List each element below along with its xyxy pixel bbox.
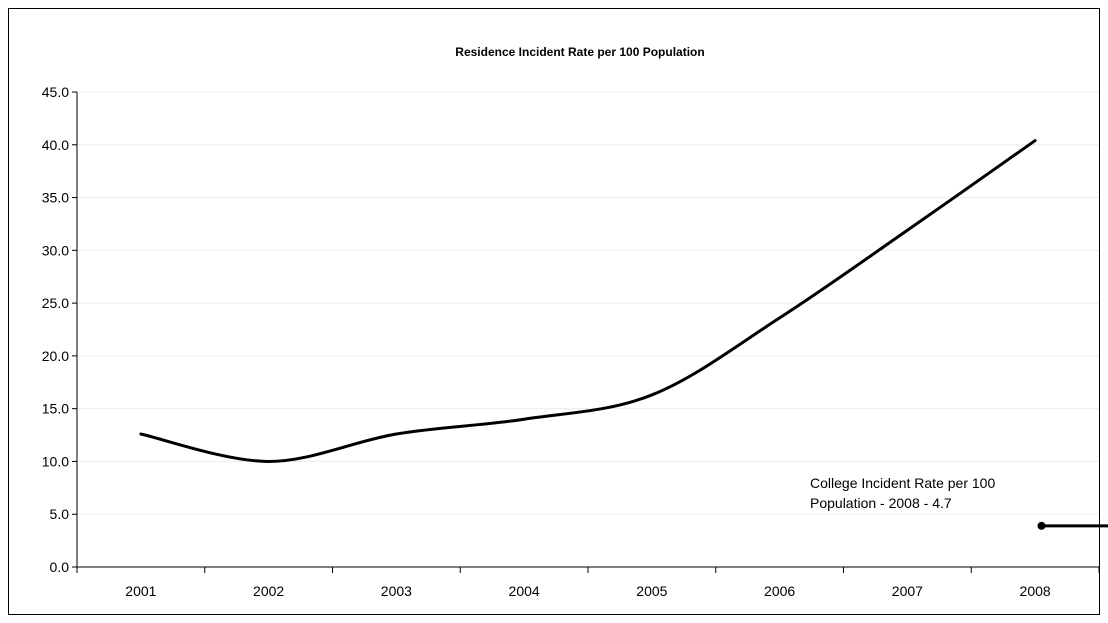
y-tick-label: 35.0 (42, 190, 69, 206)
x-tick-label: 2001 (125, 583, 156, 599)
x-tick-label: 2006 (764, 583, 795, 599)
y-tick-labels: 0.0 5.0 10.0 15.0 20.0 25.0 30.0 35.0 40.0 45.0 (42, 84, 69, 575)
chart-title: Residence Incident Rate per 100 Populati… (455, 45, 704, 59)
x-tick-label: 2002 (253, 583, 284, 599)
reference-marker (1037, 521, 1046, 530)
x-tick-label: 2008 (1020, 583, 1051, 599)
x-tick-label: 2004 (509, 583, 540, 599)
series-group (139, 139, 1037, 463)
x-tick-label: 2007 (892, 583, 923, 599)
gridlines (77, 91, 1099, 515)
y-tick-label: 5.0 (50, 506, 70, 522)
axes (72, 91, 1100, 573)
x-tick-labels: 2001 2002 2003 2004 2005 2006 2007 2008 (125, 583, 1051, 599)
y-tick-label: 0.0 (50, 559, 70, 575)
y-tick-label: 40.0 (42, 137, 69, 153)
annotation-line-2: Population - 2008 - 4.7 (810, 495, 952, 511)
y-tick-label: 25.0 (42, 295, 69, 311)
x-tick-label: 2003 (381, 583, 412, 599)
y-tick-label: 15.0 (42, 401, 69, 417)
series-line (139, 139, 1037, 463)
y-tick-label: 10.0 (42, 453, 69, 469)
annotation-line-1: College Incident Rate per 100 (810, 475, 995, 491)
chart-border (8, 8, 1100, 615)
y-tick-label: 20.0 (42, 348, 69, 364)
y-tick-label: 30.0 (42, 242, 69, 258)
reference-group (1037, 521, 1108, 530)
x-tick-label: 2005 (636, 583, 667, 599)
y-tick-label: 45.0 (42, 84, 69, 100)
